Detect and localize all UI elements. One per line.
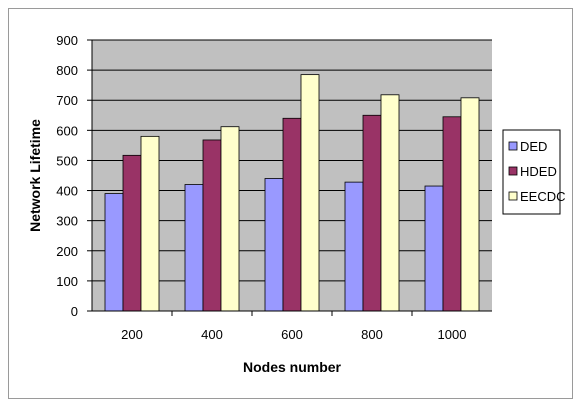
y-tick-label: 300 (56, 214, 78, 229)
legend-swatch-hded (508, 166, 518, 176)
bar-ded-400 (184, 184, 204, 312)
bar-hded-1000 (442, 116, 462, 312)
y-tick-label: 800 (56, 63, 78, 78)
bar-eecdc-1000 (460, 97, 480, 312)
x-tick-label: 600 (281, 327, 303, 342)
y-tick-label: 400 (56, 184, 78, 199)
legend-swatch-ded (508, 141, 518, 151)
bar-ded-1000 (424, 185, 444, 312)
bar-eecdc-400 (220, 126, 240, 312)
bar-ded-600 (264, 178, 284, 312)
legend-label-hded: HDED (520, 164, 557, 179)
x-tick-label: 400 (201, 327, 223, 342)
bar-ded-200 (104, 193, 124, 312)
bar-eecdc-800 (380, 94, 400, 312)
legend: DED HDED EECDC (502, 129, 566, 215)
y-tick-label: 100 (56, 274, 78, 289)
bar-eecdc-200 (140, 135, 160, 312)
y-axis-title: Network Lifetime (27, 119, 43, 232)
legend-label-eecdc: EECDC (520, 189, 566, 204)
y-tick-label: 500 (56, 153, 78, 168)
bar-eecdc-600 (300, 74, 320, 312)
bar-hded-800 (362, 114, 382, 312)
bar-hded-600 (282, 117, 302, 312)
legend-label-ded: DED (520, 139, 547, 154)
x-tick-label: 200 (121, 327, 143, 342)
x-axis-title: Nodes number (243, 359, 342, 375)
x-tick-label: 800 (361, 327, 383, 342)
y-tick-labels: 0 100 200 300 400 500 600 700 800 900 (56, 33, 92, 319)
bars (104, 74, 480, 312)
axes (91, 40, 492, 312)
y-tick-label: 600 (56, 123, 78, 138)
y-tick-label: 200 (56, 244, 78, 259)
bar-ded-800 (344, 181, 364, 312)
legend-swatch-eecdc (508, 191, 518, 201)
x-tick-label: 1000 (438, 327, 467, 342)
bar-hded-200 (122, 154, 142, 312)
y-tick-label: 0 (71, 304, 78, 319)
y-tick-label: 900 (56, 33, 78, 48)
x-tick-labels: 200 400 600 800 1000 (121, 311, 466, 342)
bar-hded-400 (202, 139, 222, 312)
y-tick-label: 700 (56, 93, 78, 108)
